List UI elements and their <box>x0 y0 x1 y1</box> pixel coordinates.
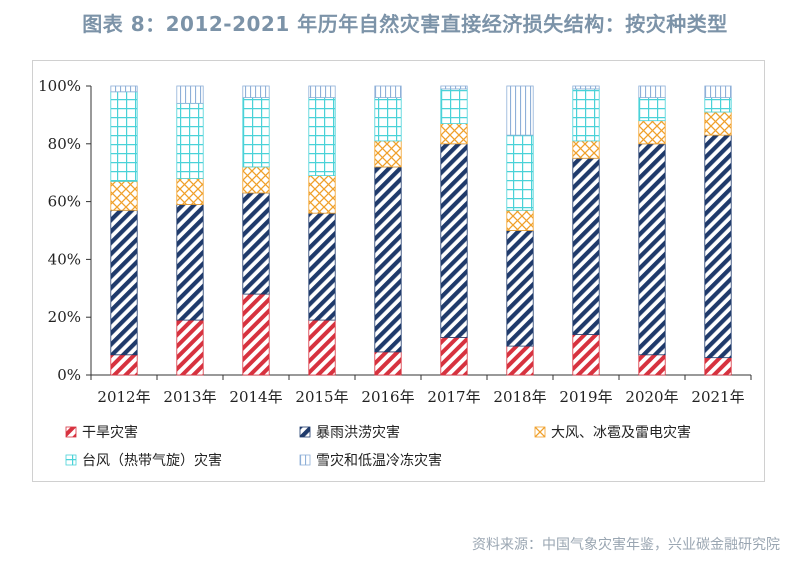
bar-segment-snow <box>440 85 468 90</box>
bar-segment-drought <box>506 345 534 376</box>
bar-segment-typhoon <box>704 97 732 113</box>
bar-segment-rain <box>374 166 402 353</box>
bar-segment-typhoon <box>572 88 600 142</box>
legend-swatch-drought <box>65 426 77 438</box>
bar-segment-typhoon <box>308 97 336 176</box>
legend-swatch-snow <box>299 454 311 466</box>
bar-segment-snow <box>638 85 666 98</box>
axes: 0% 20% 40% 60% 80% 100% 2012年 2013年 2014年 2015年 20… <box>38 77 752 406</box>
bar-segment-wind <box>704 111 732 136</box>
bar-segment-rain <box>638 143 666 356</box>
legend-label-typhoon: 台风（热带气旋）灾害 <box>82 452 222 469</box>
bar-segment-rain <box>572 157 600 335</box>
bar-segment-typhoon <box>440 88 468 124</box>
bar-segment-drought <box>572 334 600 376</box>
chart-title: 图表 8：2012-2021 年历年自然灾害直接经济损失结构：按灾种类型 <box>82 12 728 36</box>
bar-segment-drought <box>374 351 402 376</box>
x-tick-label: 2018年 <box>493 388 546 406</box>
bar-segment-drought <box>242 293 270 376</box>
bar-segment-rain <box>704 134 732 359</box>
bar-segment-typhoon <box>110 91 138 182</box>
bar-segment-wind <box>572 140 600 159</box>
bar-segment-rain <box>506 230 534 347</box>
bar-segment-rain <box>440 143 468 338</box>
bar-segment-drought <box>110 354 138 376</box>
bar-segment-wind <box>110 180 138 211</box>
bar-segment-typhoon <box>374 97 402 142</box>
x-tick-label: 2019年 <box>559 388 612 406</box>
x-tick-label: 2020年 <box>625 388 678 406</box>
x-tick-label: 2017年 <box>427 388 480 406</box>
legend-label-drought: 干旱灾害 <box>82 424 138 441</box>
y-tick-label: 80% <box>48 135 81 153</box>
bars <box>110 85 732 376</box>
bar-segment-wind <box>176 178 204 205</box>
y-tick-label: 20% <box>48 308 81 326</box>
source-note: 资料来源：中国气象灾害年鉴，兴业碳金融研究院 <box>472 537 780 553</box>
bar-segment-snow <box>506 85 534 136</box>
bar-segment-snow <box>176 85 204 104</box>
bar-segment-drought <box>440 337 468 376</box>
x-tick-label: 2015年 <box>295 388 348 406</box>
legend-swatch-wind <box>534 426 546 438</box>
bar-segment-wind <box>374 140 402 168</box>
bar-segment-wind <box>308 175 336 214</box>
x-tick-label: 2016年 <box>361 388 414 406</box>
legend-label-wind: 大风、冰雹及雷电灾害 <box>551 424 691 441</box>
bar-segment-snow <box>704 85 732 98</box>
x-tick-label: 2014年 <box>229 388 282 406</box>
legend-label-snow: 雪灾和低温冷冻灾害 <box>316 452 442 469</box>
legend-label-rain: 暴雨洪涝灾害 <box>316 424 400 441</box>
bar-segment-rain <box>110 209 138 356</box>
bar-segment-wind <box>506 209 534 231</box>
x-tick-label: 2012年 <box>97 388 150 406</box>
bar-segment-wind <box>242 166 270 194</box>
y-tick-label: 0% <box>57 366 81 384</box>
bar-segment-snow <box>110 85 138 93</box>
bar-segment-snow <box>242 85 270 98</box>
bar-segment-wind <box>440 123 468 145</box>
bar-segment-drought <box>176 319 204 376</box>
bar-segment-typhoon <box>638 97 666 122</box>
y-tick-label: 40% <box>48 250 81 268</box>
x-tick-label: 2013年 <box>163 388 216 406</box>
bar-segment-wind <box>638 120 666 145</box>
bar-segment-typhoon <box>506 134 534 211</box>
bar-segment-drought <box>308 319 336 376</box>
bar-segment-rain <box>176 204 204 321</box>
legend-swatch-rain <box>299 426 311 438</box>
bar-segment-drought <box>638 354 666 376</box>
legend-swatch-typhoon <box>65 454 77 466</box>
bar-segment-rain <box>308 212 336 321</box>
bar-segment-typhoon <box>242 97 270 168</box>
bar-segment-snow <box>572 85 600 90</box>
bar-segment-drought <box>704 357 732 376</box>
bar-segment-rain <box>242 192 270 295</box>
y-tick-label: 100% <box>38 77 81 95</box>
x-tick-label: 2021年 <box>691 388 744 406</box>
bar-segment-typhoon <box>176 102 204 179</box>
bar-segment-snow <box>308 85 336 98</box>
bar-segment-snow <box>374 85 402 98</box>
y-tick-label: 60% <box>48 193 81 211</box>
